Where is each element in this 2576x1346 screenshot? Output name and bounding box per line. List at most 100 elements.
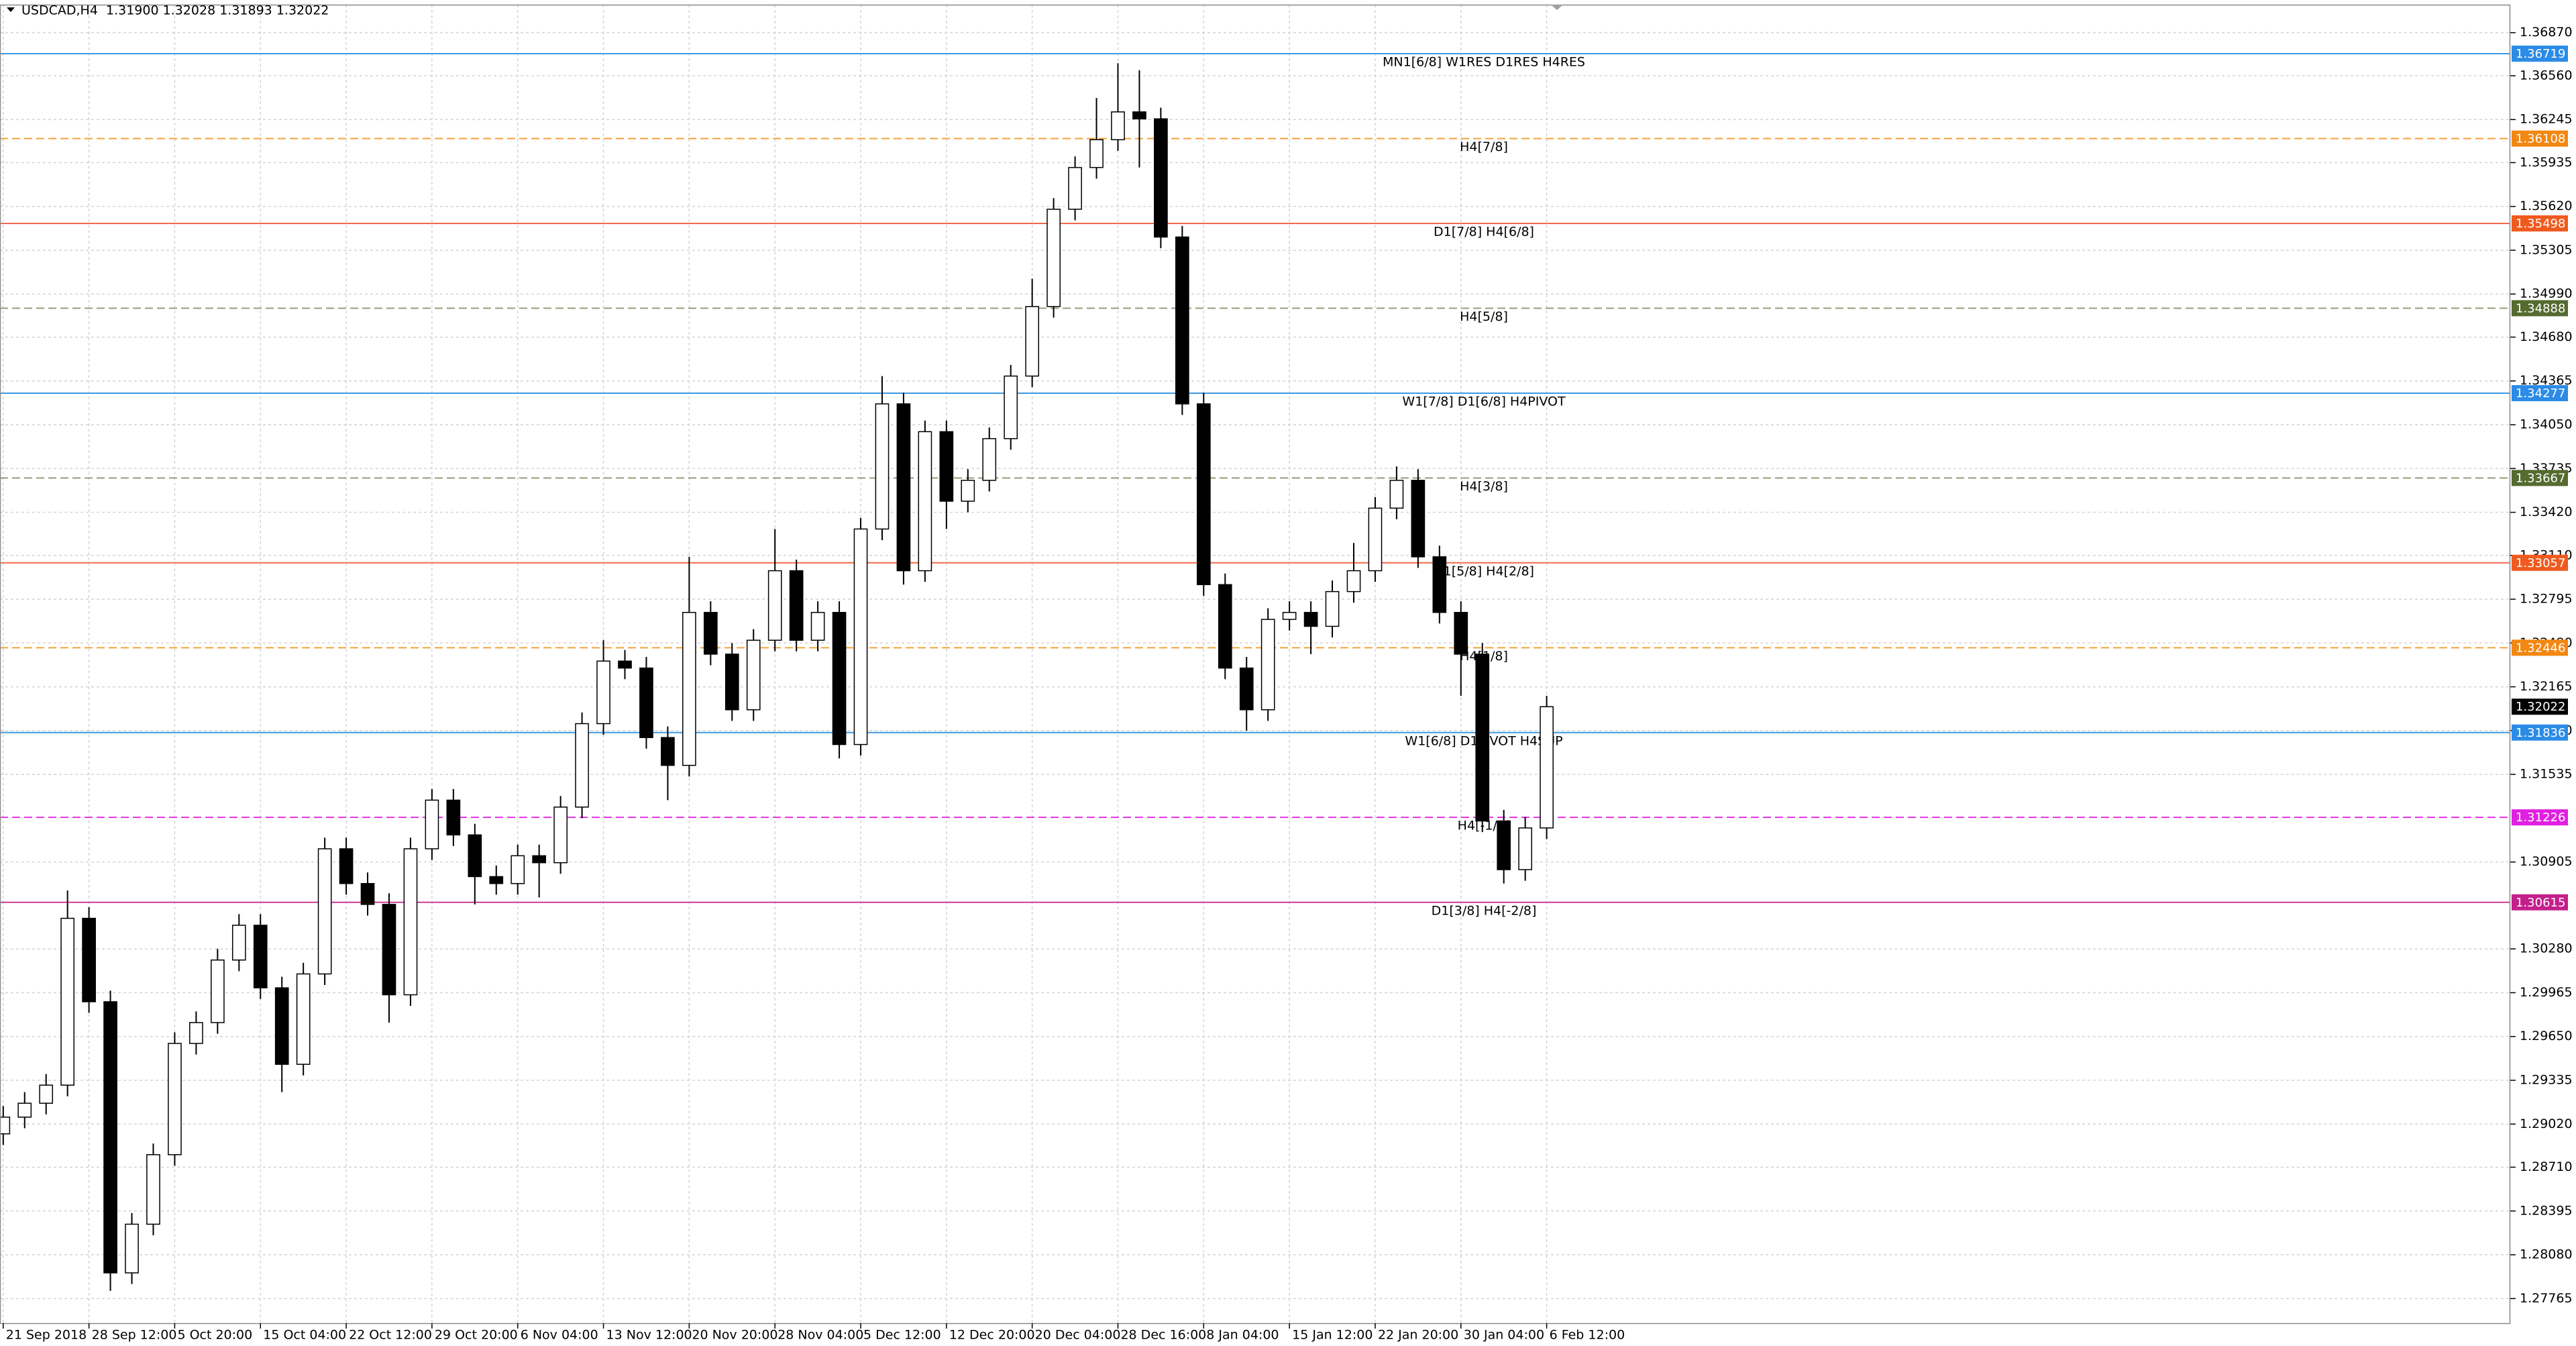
- x-tick-label: 28 Sep 12:00: [92, 1328, 177, 1343]
- levels: MN1[6/8] W1RES D1RES H4RES H4[7/8] D1[7/8]…: [0, 52, 2510, 918]
- x-tick-label: 21 Sep 2018: [6, 1328, 87, 1343]
- y-tick-label: 1.29650: [2520, 1029, 2573, 1043]
- x-tick-label: 15 Jan 12:00: [1292, 1328, 1373, 1343]
- price-box: [2512, 554, 2568, 571]
- candle-body: [1004, 375, 1018, 439]
- y-tick-label: 1.29965: [2520, 985, 2573, 1000]
- candle-body: [296, 973, 311, 1065]
- candle-body: [1068, 166, 1082, 210]
- price-box: [2512, 45, 2568, 62]
- candle-body: [661, 737, 675, 766]
- candle-body: [189, 1022, 203, 1044]
- candle-body: [1196, 403, 1211, 586]
- candle-body: [17, 1102, 32, 1118]
- candle-body: [1089, 139, 1104, 168]
- candle-body: [146, 1154, 160, 1225]
- y-tick-label: 1.30280: [2520, 941, 2573, 956]
- candles: [0, 63, 1554, 1291]
- x-tick-label: 5 Dec 12:00: [863, 1328, 941, 1343]
- candle-body: [532, 855, 547, 864]
- candle-body: [103, 1001, 117, 1274]
- candle-body: [0, 1117, 11, 1135]
- price-box-label: 1.33057: [2516, 556, 2565, 570]
- menu-arrow[interactable]: [7, 7, 15, 12]
- y-tick-label: 1.34365: [2520, 373, 2573, 388]
- y-tick-label: 1.34050: [2520, 417, 2573, 431]
- axes: 1.36870 1.36560 1.36245 1.35935 1.35620 1.353…: [3, 25, 2573, 1343]
- price-box: [2512, 809, 2568, 826]
- level-label: W1[7/8] D1[6/8] H4PIVOT: [1402, 394, 1566, 409]
- candle-body: [1132, 111, 1146, 119]
- chart-header: USDCAD,H4 1.31900 1.32028 1.31893 1.3202…: [21, 3, 329, 18]
- price-box-label: 1.32022: [2516, 700, 2565, 714]
- candle-body: [1368, 507, 1383, 572]
- x-tick-label: 20 Nov 20:00: [692, 1328, 777, 1343]
- candle-body: [1046, 209, 1061, 307]
- candle-body: [810, 611, 825, 641]
- x-tick-label: 6 Nov 04:00: [521, 1328, 598, 1343]
- candle-body: [82, 917, 96, 1002]
- x-tick-label: 22 Jan 20:00: [1378, 1328, 1458, 1343]
- price-box-label: 1.31836: [2516, 726, 2565, 740]
- y-tick-label: 1.33420: [2520, 505, 2573, 519]
- price-box: [2512, 894, 2568, 911]
- candle-body: [125, 1223, 139, 1274]
- candle-body: [446, 799, 461, 836]
- price-box: [2512, 384, 2568, 401]
- price-box-label: 1.32446: [2516, 641, 2565, 655]
- candle-body: [1454, 611, 1468, 655]
- price-box: [2512, 300, 2568, 317]
- x-tick-label: 12 Dec 20:00: [949, 1328, 1035, 1343]
- y-tick-label: 1.34680: [2520, 329, 2573, 344]
- candle-body: [253, 925, 268, 988]
- candle-body: [489, 876, 504, 884]
- y-tick-label: 1.28395: [2520, 1203, 2573, 1218]
- candle-body: [746, 639, 761, 711]
- candle-body: [339, 848, 354, 884]
- candle-body: [618, 660, 632, 669]
- price-box-label: 1.30615: [2516, 896, 2565, 910]
- candle-body: [1389, 480, 1404, 509]
- price-box: [2512, 130, 2568, 147]
- y-tick-label: 1.36560: [2520, 68, 2573, 83]
- candle-body: [896, 403, 911, 572]
- candle-body: [1346, 570, 1361, 592]
- candle-body: [211, 960, 225, 1023]
- price-box: [2512, 470, 2568, 486]
- price-box-label: 1.35498: [2516, 217, 2565, 231]
- x-tick-label: 30 Jan 04:00: [1464, 1328, 1544, 1343]
- y-tick-label: 1.28710: [2520, 1159, 2573, 1174]
- level-label: D1[3/8] H4[-2/8]: [1432, 903, 1537, 918]
- price-box-label: 1.34888: [2516, 301, 2565, 315]
- candle-body: [1432, 556, 1447, 613]
- shift-marker: [1551, 5, 1563, 10]
- y-tick-label: 1.32795: [2520, 592, 2573, 607]
- level-label: H4[5/8]: [1460, 309, 1508, 324]
- candle-body: [1239, 667, 1254, 711]
- candle-body: [360, 883, 375, 905]
- y-tick-label: 1.36245: [2520, 112, 2573, 127]
- candle-body: [1475, 654, 1490, 822]
- y-tick-label: 1.28080: [2520, 1247, 2573, 1262]
- candle-body: [961, 480, 975, 502]
- candle-body: [168, 1043, 182, 1155]
- candle-body: [875, 403, 890, 530]
- x-tick-label: 28 Nov 04:00: [777, 1328, 863, 1343]
- y-tick-label: 1.29020: [2520, 1117, 2573, 1131]
- candle-body: [1218, 584, 1232, 669]
- candle-body: [767, 570, 782, 641]
- candle-body: [982, 437, 997, 481]
- candle-body: [724, 654, 739, 711]
- x-tick-label: 13 Nov 12:00: [606, 1328, 692, 1343]
- level-label: H4[7/8]: [1460, 140, 1508, 154]
- candle-body: [1540, 706, 1554, 829]
- candle-body: [1282, 611, 1297, 620]
- price-box: [2512, 724, 2568, 741]
- y-tick-label: 1.34990: [2520, 287, 2573, 301]
- level-label: H4[3/8]: [1460, 479, 1508, 494]
- candle-body: [703, 611, 718, 655]
- candle-body: [1325, 590, 1340, 627]
- y-tick-label: 1.30905: [2520, 854, 2573, 869]
